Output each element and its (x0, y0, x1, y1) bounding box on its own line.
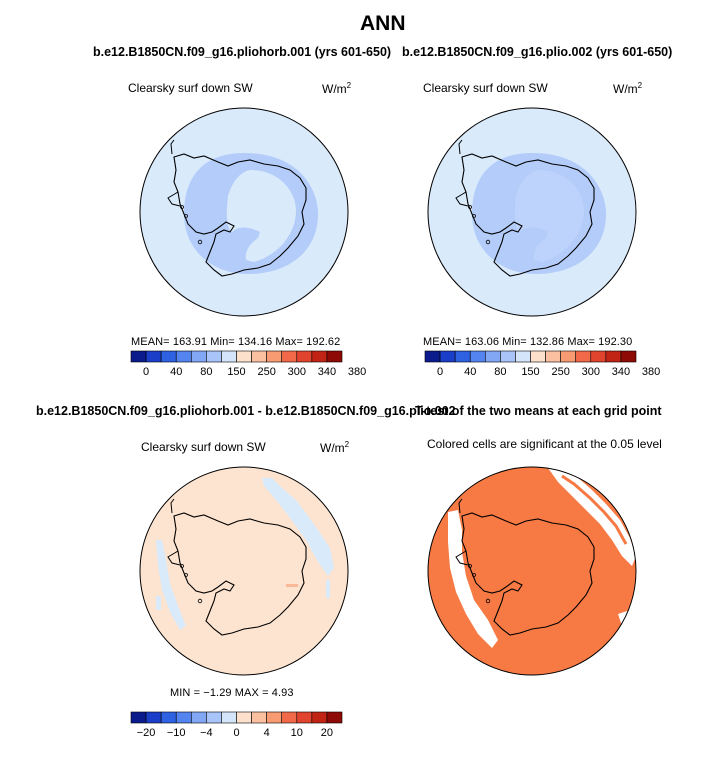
colorbar-swatch (221, 711, 237, 724)
colorbar-tick-label: 20 (321, 727, 333, 739)
panel2-colorbar: 0 40 80 150 250 300 340 380 (424, 350, 660, 378)
colorbar-tick-label: 250 (551, 366, 569, 378)
colorbar-tick-label: 80 (200, 366, 212, 378)
colorbar-swatch (296, 711, 313, 724)
colorbar-tick-label: 0 (143, 366, 149, 378)
colorbar-tick-label: 340 (318, 366, 336, 378)
panel1-field-label: Clearsky surf down SW (128, 81, 253, 95)
colorbar-swatch (620, 350, 637, 363)
colorbar-swatch (190, 711, 207, 724)
colorbar-tick-label: 380 (642, 366, 660, 378)
colorbar-swatch (605, 350, 622, 363)
colorbar-swatch (311, 711, 328, 724)
colorbar-swatch (439, 350, 456, 363)
colorbar-swatch (454, 350, 471, 363)
colorbar-swatch (221, 350, 237, 363)
panel3-stats: MIN = −1.29 MAX = 4.93 (170, 687, 294, 699)
panel1-colorbar: 0 40 80 150 250 300 340 380 (130, 350, 366, 378)
colorbar-swatch (266, 350, 283, 363)
colorbar-swatch (206, 711, 222, 724)
colorbar-tick-label: 10 (291, 727, 303, 739)
panel3-field-label: Clearsky surf down SW (141, 440, 266, 454)
colorbar-swatch (175, 711, 192, 724)
colorbar-swatch (130, 711, 147, 724)
colorbar-tick-label: 0 (233, 727, 239, 739)
colorbar-swatch (575, 350, 592, 363)
colorbar-tick-label: 80 (494, 366, 506, 378)
colorbar-swatch (296, 350, 313, 363)
panel2-units: W/m2 (613, 81, 643, 96)
colorbar-tick-label: 300 (288, 366, 306, 378)
colorbar-swatch (175, 350, 192, 363)
colorbar-swatch (281, 350, 298, 363)
colorbar-swatch (500, 350, 516, 363)
colorbar-swatch (251, 711, 267, 724)
panel2-field-label: Clearsky surf down SW (423, 81, 548, 95)
colorbar-swatch (190, 350, 207, 363)
colorbar-tick-label: −4 (200, 727, 213, 739)
colorbar-tick-label: 380 (348, 366, 366, 378)
colorbar-swatch (560, 350, 577, 363)
panel2-stats: MEAN= 163.06 Min= 132.86 Max= 192.30 (423, 336, 633, 348)
panel3-map (139, 466, 349, 676)
colorbar-tick-label: −10 (167, 727, 186, 739)
colorbar-tick-label: 300 (582, 366, 600, 378)
panel4-case-title: T-test of the two means at each grid poi… (415, 404, 662, 418)
panel1-case-title: b.e12.B1850CN.f09_g16.pliohorb.001 (yrs … (93, 45, 392, 59)
colorbar-swatch (206, 350, 222, 363)
colorbar-swatch (145, 711, 162, 724)
panel3-colorbar: −20 −10 −4 0 4 10 20 (130, 711, 343, 739)
colorbar-tick-label: 4 (264, 727, 270, 739)
colorbar-swatch (424, 350, 441, 363)
colorbar-swatch (130, 350, 147, 363)
panel3-units: W/m2 (320, 440, 350, 455)
colorbar-swatch (311, 350, 328, 363)
panel2-case-title: b.e12.B1850CN.f09_g16.plio.002 (yrs 601-… (402, 45, 673, 59)
colorbar-swatch (281, 711, 298, 724)
panel4-field-label: Colored cells are significant at the 0.0… (427, 437, 662, 451)
colorbar-swatch (515, 350, 531, 363)
colorbar-swatch (236, 711, 252, 724)
panel2-map (427, 107, 637, 317)
panel1-stats: MEAN= 163.91 Min= 134.16 Max= 192.62 (131, 336, 341, 348)
colorbar-tick-label: 0 (437, 366, 443, 378)
colorbar-tick-label: 150 (227, 366, 245, 378)
colorbar-tick-label: 250 (257, 366, 275, 378)
colorbar-tick-label: −20 (137, 727, 156, 739)
colorbar-swatch (160, 350, 177, 363)
colorbar-swatch (326, 350, 343, 363)
colorbar-swatch (545, 350, 561, 363)
colorbar-swatch (266, 711, 283, 724)
colorbar-swatch (160, 711, 177, 724)
colorbar-swatch (484, 350, 501, 363)
colorbar-swatch (236, 350, 252, 363)
colorbar-tick-label: 40 (464, 366, 476, 378)
colorbar-swatch (145, 350, 162, 363)
colorbar-swatch (530, 350, 546, 363)
panel4-map (427, 466, 637, 676)
colorbar-tick-label: 40 (170, 366, 182, 378)
colorbar-swatch (590, 350, 607, 363)
page-title: ANN (360, 12, 406, 35)
panel3-case-title: b.e12.B1850CN.f09_g16.pliohorb.001 - b.e… (36, 404, 456, 418)
panel1-map (139, 107, 349, 317)
colorbar-swatch (326, 711, 343, 724)
colorbar-tick-label: 150 (521, 366, 539, 378)
colorbar-swatch (251, 350, 267, 363)
colorbar-tick-label: 340 (612, 366, 630, 378)
colorbar-swatch (469, 350, 486, 363)
panel1-units: W/m2 (322, 81, 352, 96)
